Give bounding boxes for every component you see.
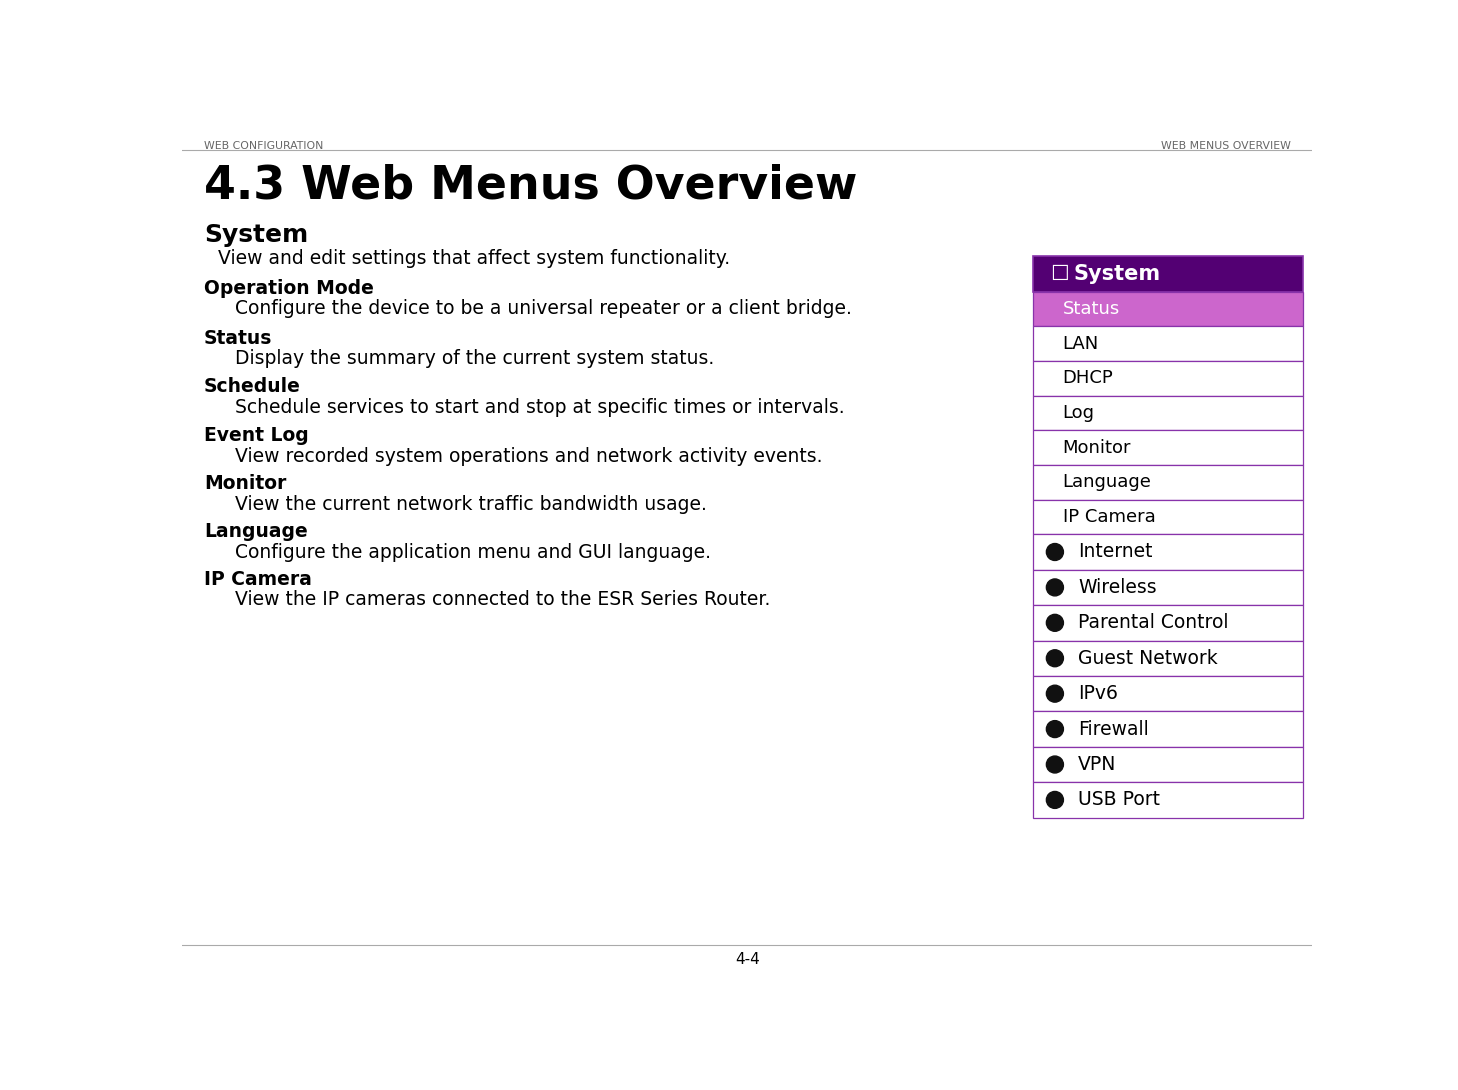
FancyBboxPatch shape [1034, 747, 1303, 783]
Text: DHCP: DHCP [1063, 370, 1114, 387]
FancyBboxPatch shape [1034, 256, 1303, 292]
Text: Firewall: Firewall [1077, 719, 1149, 739]
Text: 4-4: 4-4 [735, 952, 760, 967]
FancyBboxPatch shape [1034, 783, 1303, 818]
Circle shape [1047, 791, 1063, 809]
Circle shape [1047, 756, 1063, 773]
FancyBboxPatch shape [1034, 431, 1303, 465]
Circle shape [1047, 579, 1063, 596]
Text: View and edit settings that affect system functionality.: View and edit settings that affect syste… [217, 249, 730, 268]
FancyBboxPatch shape [1034, 534, 1303, 570]
Text: Schedule services to start and stop at specific times or intervals.: Schedule services to start and stop at s… [235, 398, 844, 417]
FancyBboxPatch shape [1034, 641, 1303, 676]
Text: USB Port: USB Port [1077, 790, 1161, 810]
Text: LAN: LAN [1063, 335, 1099, 353]
Text: Internet: Internet [1077, 543, 1153, 561]
Text: VPN: VPN [1077, 755, 1117, 774]
Circle shape [1047, 686, 1063, 702]
FancyBboxPatch shape [1034, 499, 1303, 534]
Text: Wireless: Wireless [1077, 578, 1156, 597]
Text: System: System [1073, 264, 1161, 284]
Text: Schedule: Schedule [204, 377, 300, 396]
Text: Status: Status [1063, 300, 1120, 318]
Text: 4.3 Web Menus Overview: 4.3 Web Menus Overview [204, 164, 857, 208]
Text: System: System [204, 223, 308, 247]
Text: WEB MENUS OVERVIEW: WEB MENUS OVERVIEW [1161, 141, 1290, 150]
FancyBboxPatch shape [1034, 361, 1303, 396]
FancyBboxPatch shape [1034, 570, 1303, 605]
Circle shape [1047, 720, 1063, 738]
FancyBboxPatch shape [1034, 396, 1303, 431]
Circle shape [1047, 544, 1063, 560]
Text: ☐: ☐ [1050, 264, 1069, 284]
Text: Status: Status [204, 329, 273, 348]
Text: IP Camera: IP Camera [204, 570, 312, 589]
Text: IPv6: IPv6 [1077, 685, 1118, 703]
Text: Configure the device to be a universal repeater or a client bridge.: Configure the device to be a universal r… [235, 300, 851, 318]
Text: Event Log: Event Log [204, 426, 309, 445]
Text: Monitor: Monitor [1063, 438, 1131, 457]
FancyBboxPatch shape [1034, 326, 1303, 361]
Text: WEB CONFIGURATION: WEB CONFIGURATION [204, 141, 324, 150]
Text: View recorded system operations and network activity events.: View recorded system operations and netw… [235, 447, 822, 465]
Circle shape [1047, 650, 1063, 667]
FancyBboxPatch shape [1034, 712, 1303, 747]
Text: Language: Language [204, 522, 308, 541]
Text: Display the summary of the current system status.: Display the summary of the current syste… [235, 350, 714, 368]
Text: View the current network traffic bandwidth usage.: View the current network traffic bandwid… [235, 495, 707, 514]
Text: Language: Language [1063, 473, 1152, 492]
Circle shape [1047, 615, 1063, 631]
Text: Parental Control: Parental Control [1077, 614, 1229, 632]
Text: Configure the application menu and GUI language.: Configure the application menu and GUI l… [235, 543, 712, 561]
Text: Operation Mode: Operation Mode [204, 279, 373, 298]
Text: Monitor: Monitor [204, 474, 286, 493]
FancyBboxPatch shape [1034, 676, 1303, 712]
Text: IP Camera: IP Camera [1063, 508, 1155, 526]
FancyBboxPatch shape [1034, 605, 1303, 641]
Text: View the IP cameras connected to the ESR Series Router.: View the IP cameras connected to the ESR… [235, 591, 770, 609]
Text: Guest Network: Guest Network [1077, 649, 1217, 668]
Text: Log: Log [1063, 404, 1095, 422]
FancyBboxPatch shape [1034, 292, 1303, 326]
FancyBboxPatch shape [1034, 465, 1303, 499]
